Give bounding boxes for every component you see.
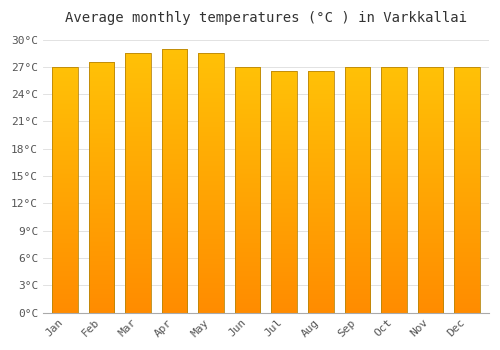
Bar: [308, 71, 334, 313]
Bar: [198, 53, 224, 313]
Bar: [52, 67, 78, 313]
Bar: [381, 67, 406, 313]
Bar: [125, 53, 151, 313]
Bar: [235, 67, 260, 313]
Title: Average monthly temperatures (°C ) in Varkkallai: Average monthly temperatures (°C ) in Va…: [65, 11, 467, 25]
Bar: [162, 49, 188, 313]
Bar: [418, 67, 443, 313]
Bar: [88, 62, 114, 313]
Bar: [272, 71, 297, 313]
Bar: [454, 67, 480, 313]
Bar: [344, 67, 370, 313]
